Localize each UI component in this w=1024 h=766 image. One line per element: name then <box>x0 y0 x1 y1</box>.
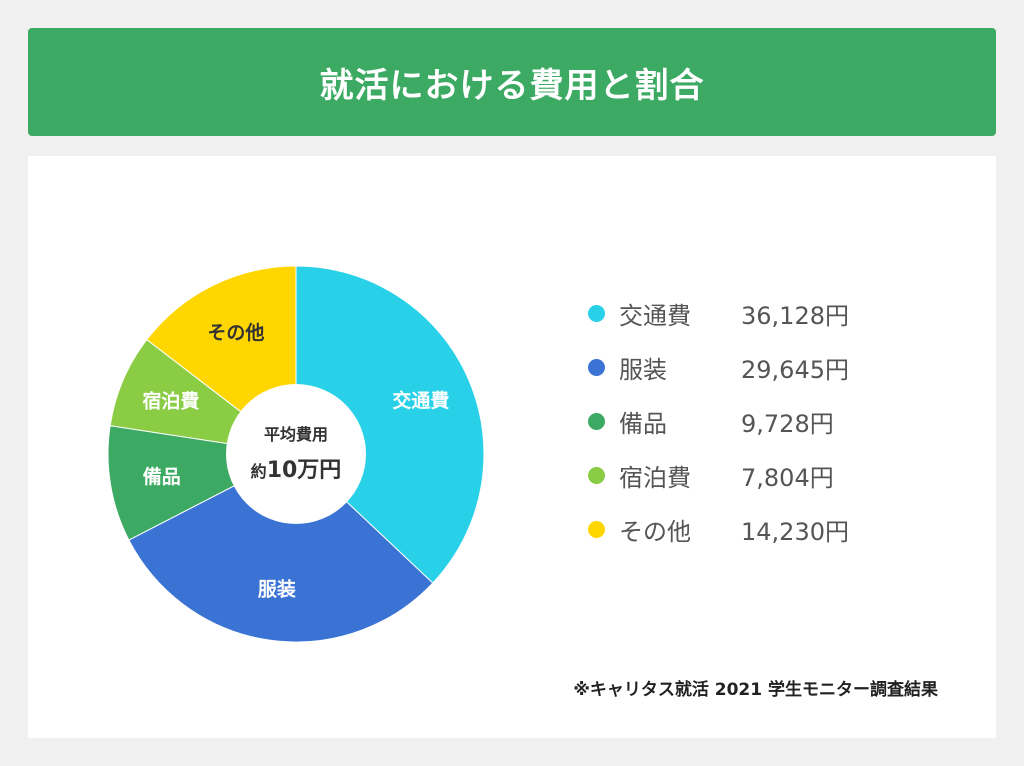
legend-value: 29,645円 <box>741 355 849 384</box>
legend-dot-icon <box>588 412 605 430</box>
pie-slice-transport <box>295 265 485 584</box>
legend-value: 36,128円 <box>741 301 849 330</box>
slice-label-supplies: 備品 <box>143 465 181 488</box>
legend-item-other: その他 14,230円 <box>588 502 908 556</box>
legend-dot-icon <box>588 358 605 376</box>
donut-chart: 交通費服装 備品 宿泊費 その他 平均費用 約10万円 <box>106 264 486 644</box>
chart-legend: 交通費 36,128円 服装 29,645円 備品 9,728円 宿泊費 7,8… <box>588 286 908 556</box>
source-note: ※キャリタス就活 2021 学生モニター調査結果 <box>573 680 938 700</box>
slice-label-lodging: 宿泊費 <box>142 390 199 413</box>
slice-label-transport: 交通費 <box>392 389 449 412</box>
legend-value: 9,728円 <box>741 409 834 438</box>
legend-item-supplies: 備品 9,728円 <box>588 394 908 448</box>
header-banner: 就活における費用と割合 <box>28 28 996 136</box>
center-label-prefix: 約 <box>251 462 267 481</box>
legend-item-clothing: 服装 29,645円 <box>588 340 908 394</box>
slice-label-other: その他 <box>207 321 264 344</box>
center-label-average: 平均費用 <box>264 425 328 444</box>
legend-value: 14,230円 <box>741 517 849 546</box>
legend-item-lodging: 宿泊費 7,804円 <box>588 448 908 502</box>
donut-hole <box>226 384 366 524</box>
legend-label: 宿泊費 <box>619 463 691 492</box>
legend-dot-icon <box>588 520 605 538</box>
chart-panel: 交通費 服装 備品 宿泊費 その他 平均費用 約10万円 交通費 36,128円 服装 … <box>28 156 996 738</box>
legend-label: 交通費 <box>619 301 691 330</box>
legend-dot-icon <box>588 466 605 484</box>
legend-dot-icon <box>588 304 605 322</box>
center-label-amount: 約10万円 <box>251 458 342 483</box>
center-label-value: 10万円 <box>267 458 342 483</box>
legend-value: 7,804円 <box>741 463 834 492</box>
slice-label-clothing: 服装 <box>258 578 296 601</box>
chart-title: 就活における費用と割合 <box>319 65 705 106</box>
legend-item-transport: 交通費 36,128円 <box>588 286 908 340</box>
legend-label: 備品 <box>619 409 667 438</box>
legend-label: その他 <box>619 517 691 546</box>
legend-label: 服装 <box>619 355 667 384</box>
